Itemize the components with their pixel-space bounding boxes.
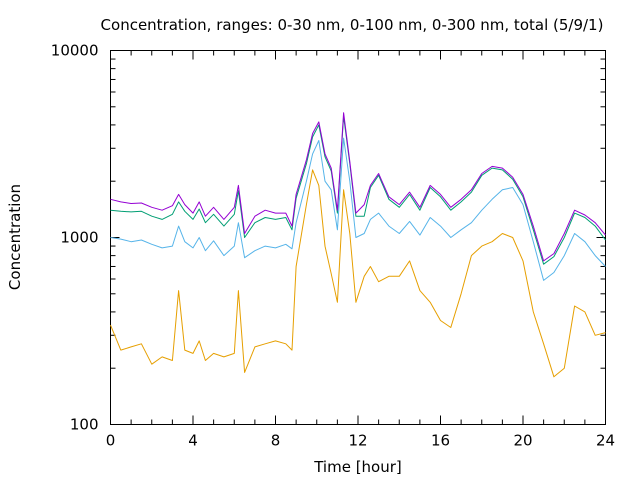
series-line-4: [110, 169, 606, 378]
y-tick-label: 10000: [51, 42, 99, 60]
series-line-2: [110, 115, 606, 265]
y-tick-label: 1000: [60, 229, 98, 247]
plot-frame: [110, 50, 606, 425]
tick-labels: 0 4 8 12 16 20 24 100 1000 10000: [51, 42, 615, 450]
x-tick-label: 4: [188, 432, 198, 450]
y-axis-label: Concentration: [6, 184, 24, 290]
y-tick-label: 100: [70, 416, 99, 434]
x-tick-label: 24: [596, 432, 615, 450]
series-layer: [110, 112, 606, 378]
x-tick-label: 20: [513, 432, 532, 450]
series-line-1: [110, 112, 606, 262]
x-tick-label: 12: [348, 432, 367, 450]
x-axis-label: Time [hour]: [313, 458, 402, 476]
axis-ticks: [110, 50, 606, 425]
x-tick-label: 0: [106, 432, 116, 450]
chart-title: Concentration, ranges: 0-30 nm, 0-100 nm…: [101, 16, 604, 34]
series-line-3: [110, 137, 606, 281]
x-tick-label: 8: [271, 432, 281, 450]
x-tick-label: 16: [431, 432, 450, 450]
